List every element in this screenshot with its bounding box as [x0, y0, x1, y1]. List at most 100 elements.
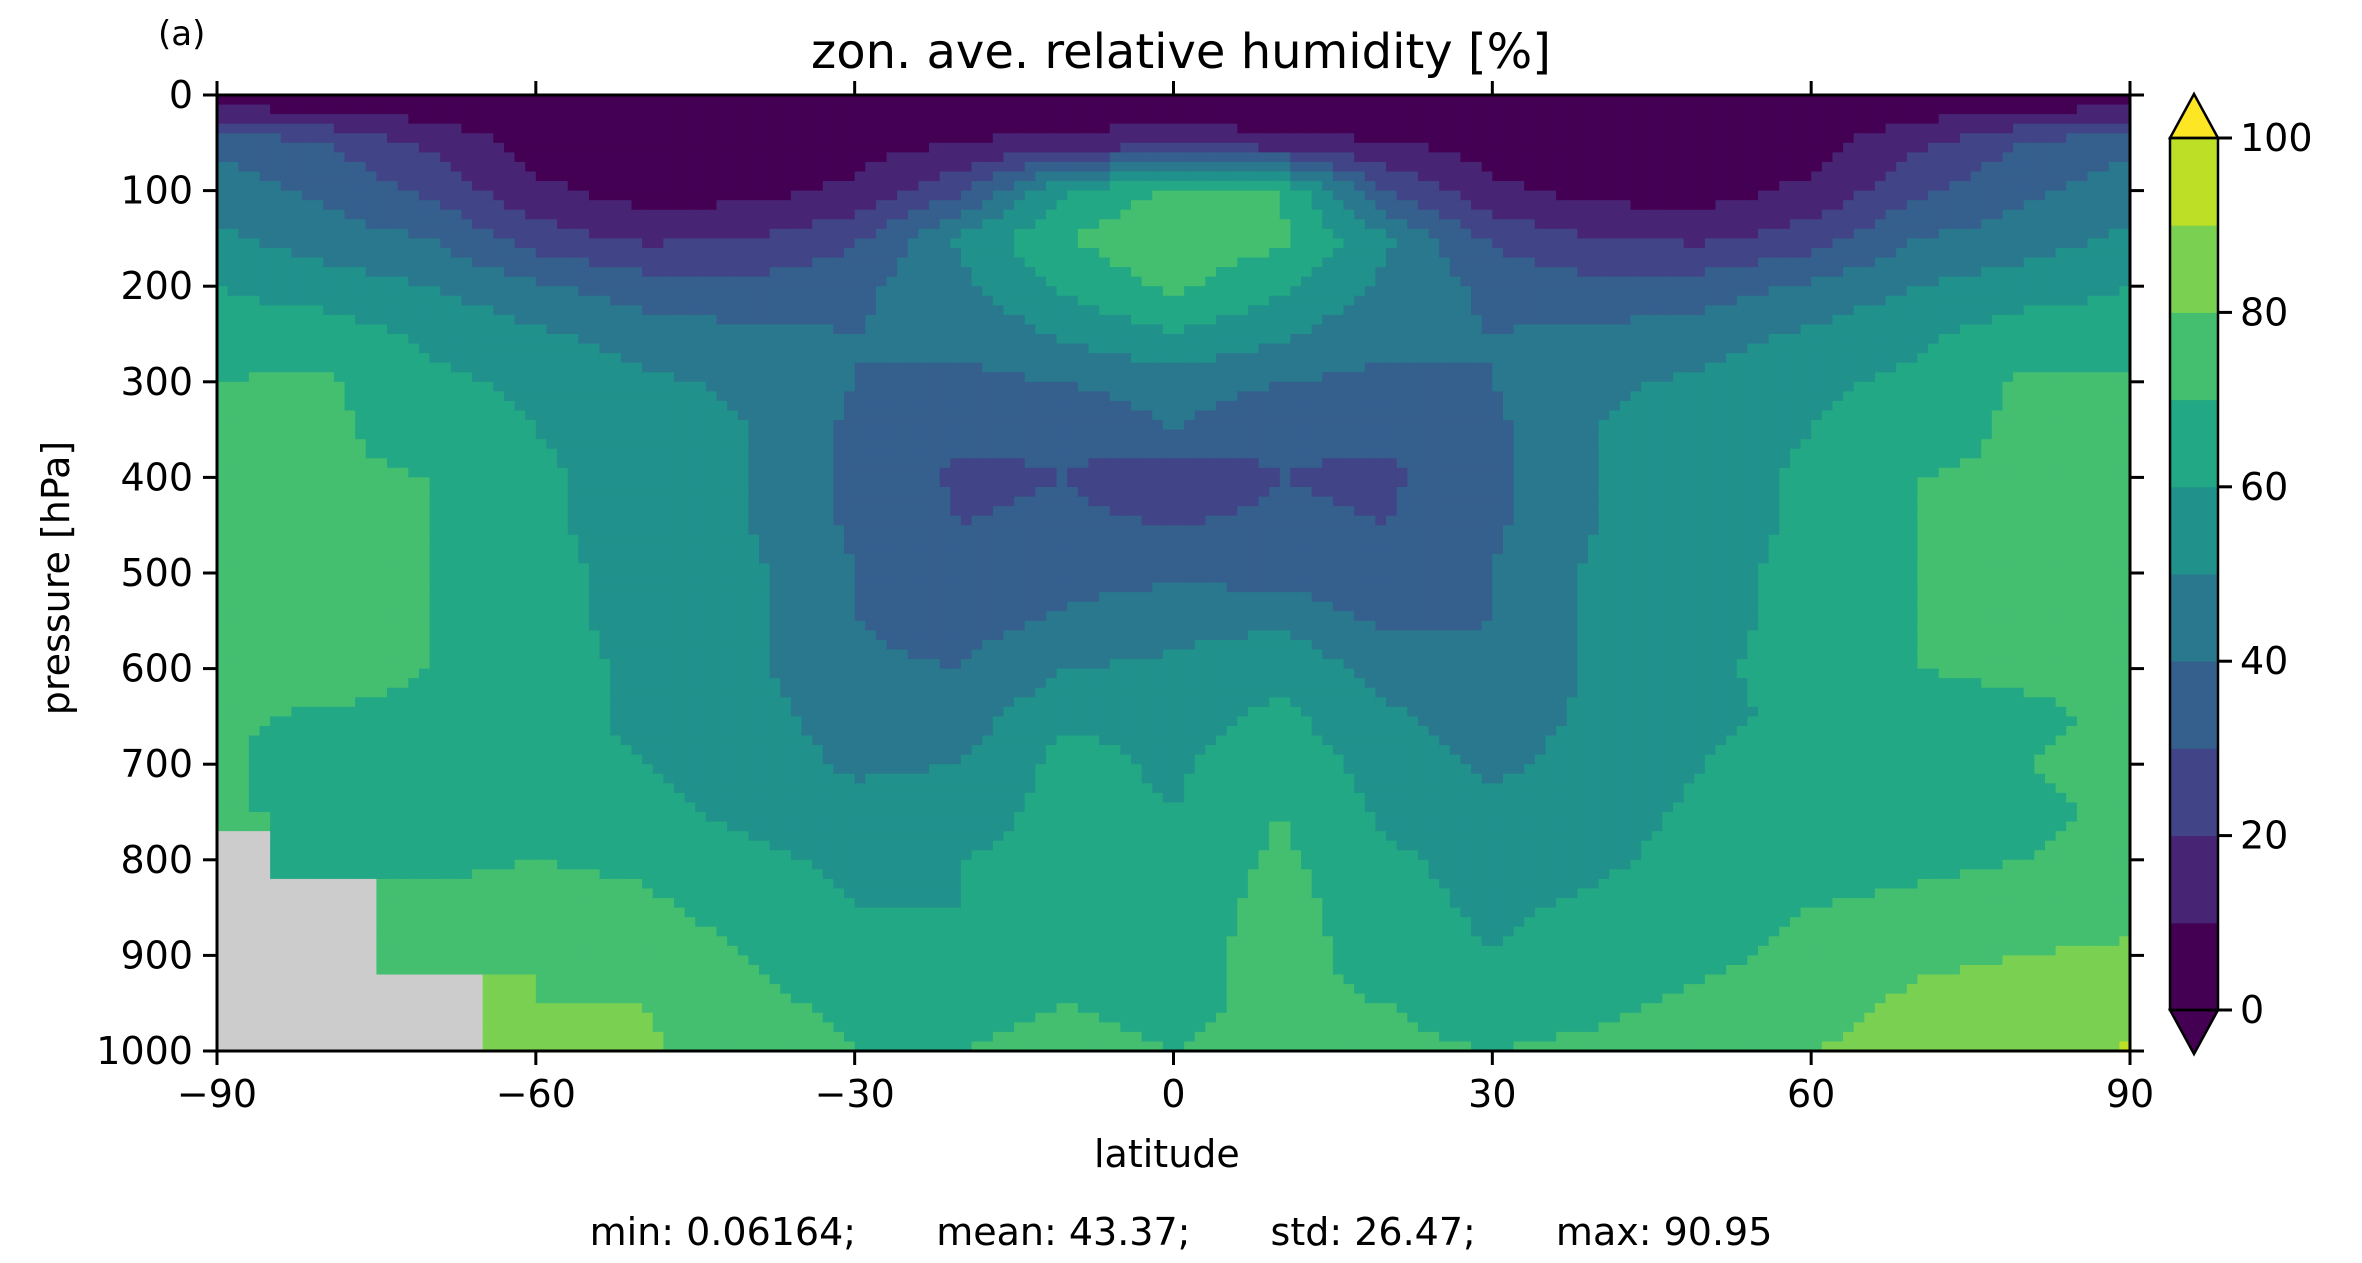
field-cell	[450, 888, 463, 899]
field-cell	[355, 725, 367, 737]
field-cell	[557, 945, 569, 957]
field-cell	[578, 917, 590, 928]
field-cell	[482, 869, 495, 880]
field-cell	[408, 936, 420, 947]
field-cell	[259, 754, 271, 765]
field-cell	[259, 840, 271, 852]
field-cell	[461, 620, 473, 632]
field-cell	[387, 573, 399, 584]
field-cell	[631, 161, 643, 173]
field-cell	[291, 678, 303, 689]
field-cell	[503, 783, 516, 794]
field-cell	[642, 573, 654, 584]
field-cell	[503, 429, 516, 440]
field-cell	[355, 123, 367, 135]
field-cell	[599, 725, 612, 737]
field-cell	[588, 228, 601, 240]
field-cell	[217, 687, 229, 699]
field-cell	[535, 926, 548, 938]
field-cell	[535, 152, 548, 163]
field-cell	[546, 764, 558, 775]
field-cell	[323, 343, 335, 354]
field-cell	[546, 659, 558, 670]
field-cell	[440, 792, 452, 804]
field-cell	[525, 372, 537, 383]
field-cell	[408, 659, 420, 670]
field-cell	[387, 678, 399, 689]
field-cell	[567, 917, 580, 928]
field-cell	[557, 764, 569, 775]
field-cell	[418, 181, 431, 192]
field-cell	[248, 496, 261, 507]
field-cell	[280, 467, 293, 479]
field-cell	[695, 563, 707, 574]
field-cell	[355, 582, 367, 593]
field-cell	[291, 878, 303, 890]
field-cell	[493, 754, 505, 765]
field-cell	[610, 429, 622, 440]
field-cell	[493, 238, 505, 249]
field-cell	[684, 477, 697, 488]
field-cell	[535, 506, 548, 517]
field-cell	[705, 171, 718, 182]
field-cell	[525, 1012, 537, 1024]
field-cell	[588, 496, 601, 507]
field-cell	[546, 133, 558, 144]
field-cell	[280, 592, 293, 603]
field-cell	[642, 448, 654, 460]
field-cell	[217, 649, 229, 660]
field-cell	[302, 152, 314, 163]
field-cell	[280, 95, 293, 106]
field-cell	[578, 850, 590, 861]
field-cell	[408, 209, 420, 221]
field-cell	[365, 324, 378, 335]
field-cell	[578, 544, 590, 555]
field-cell	[217, 439, 229, 450]
field-cell	[227, 620, 240, 632]
field-cell	[344, 200, 356, 211]
field-cell	[737, 467, 750, 479]
field-cell	[333, 639, 346, 651]
field-cell	[461, 764, 473, 775]
field-cell	[727, 745, 739, 756]
field-cell	[727, 850, 739, 861]
field-cell	[302, 611, 314, 622]
field-cell	[302, 477, 314, 488]
field-cell	[302, 678, 314, 689]
field-cell	[217, 410, 229, 421]
field-cell	[365, 859, 378, 871]
field-cell	[333, 840, 346, 852]
field-cell	[684, 668, 697, 679]
field-cell	[291, 630, 303, 641]
field-cell	[429, 563, 441, 574]
field-cell	[408, 477, 420, 488]
field-cell	[631, 219, 643, 230]
field-cell	[429, 812, 441, 823]
field-cell	[503, 687, 516, 699]
field-cell	[259, 553, 271, 565]
field-cell	[737, 907, 750, 918]
field-cell	[493, 553, 505, 565]
field-cell	[535, 659, 548, 670]
field-cell	[429, 764, 441, 775]
field-cell	[355, 324, 367, 335]
field-cell	[450, 582, 463, 593]
field-cell	[546, 420, 558, 431]
field-cell	[482, 898, 495, 909]
field-cell	[599, 706, 612, 718]
field-cell	[620, 506, 633, 517]
field-cell	[429, 534, 441, 546]
field-cell	[472, 898, 484, 909]
field-cell	[217, 353, 229, 364]
field-cell	[408, 496, 420, 507]
field-cell	[684, 219, 697, 230]
field-cell	[270, 1022, 282, 1033]
field-cell	[673, 381, 686, 393]
field-cell	[588, 324, 601, 335]
field-cell	[599, 123, 612, 135]
field-cell	[408, 324, 420, 335]
field-cell	[535, 114, 548, 125]
field-cell	[599, 697, 612, 708]
field-cell	[610, 133, 622, 144]
field-cell	[493, 477, 505, 488]
